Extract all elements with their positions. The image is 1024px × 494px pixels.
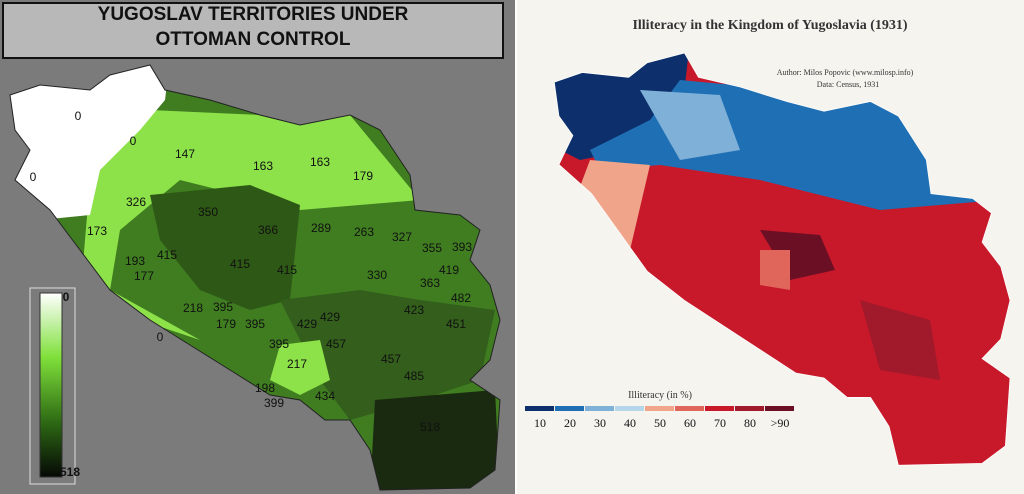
region-label: 485	[404, 369, 424, 383]
region-label: 289	[311, 221, 331, 235]
legend-swatch	[735, 406, 764, 411]
author: Author: Milos Popovic (www.milosp.info)	[777, 68, 914, 77]
region-label: 0	[157, 330, 164, 344]
region-label: 355	[422, 241, 442, 255]
region-label: 179	[216, 317, 236, 331]
region-label: 419	[439, 263, 459, 277]
legend-label: 60	[684, 416, 696, 430]
legend-swatch	[705, 406, 734, 411]
region-label: 434	[315, 389, 335, 403]
region-label: 179	[353, 169, 373, 183]
region-label: 147	[175, 147, 195, 161]
legend-label: 50	[654, 416, 666, 430]
region-label: 399	[264, 396, 284, 410]
left-title: OTTOMAN CONTROL	[156, 29, 351, 50]
region-label: 193	[125, 254, 145, 268]
region-label: 0	[75, 109, 82, 123]
legend-swatch	[615, 406, 644, 411]
legend-swatch	[525, 406, 554, 411]
region-label: 482	[451, 291, 471, 305]
legend-label: 80	[744, 416, 756, 430]
region-label: 415	[157, 248, 177, 262]
region-label: 429	[320, 310, 340, 324]
left-title-box	[2, 2, 504, 59]
legend-max: 518	[60, 465, 80, 479]
region-label: 217	[287, 357, 307, 371]
region-label: 218	[183, 301, 203, 315]
region-label: 263	[354, 225, 374, 239]
region-label: 423	[404, 303, 424, 317]
region-label: 395	[213, 300, 233, 314]
legend-swatch	[555, 406, 584, 411]
region-label: 363	[420, 276, 440, 290]
legend: 10 20 30 40 50 60 70 80 >90	[525, 406, 794, 430]
legend-title: Illiteracy (in %)	[628, 390, 692, 401]
legend-swatch	[675, 406, 704, 411]
region-label: 0	[30, 170, 37, 184]
region-label: 429	[297, 317, 317, 331]
legend-label: >90	[771, 416, 790, 430]
region-label: 415	[230, 257, 250, 271]
region-label: 395	[245, 317, 265, 331]
left-map	[10, 65, 500, 490]
region-label: 198	[255, 381, 275, 395]
region-label: 0	[130, 134, 137, 148]
region-label: 415	[277, 263, 297, 277]
region-label: 163	[310, 155, 330, 169]
map-labels: 0 0 0 147 163 163 179 326 350 173 366 289 263 327 355 3…	[30, 109, 473, 434]
legend-min: 0	[63, 290, 70, 304]
region-label: 327	[392, 230, 412, 244]
region-label: 395	[269, 337, 289, 351]
legend-label: 20	[564, 416, 576, 430]
region-label: 350	[198, 205, 218, 219]
legend-label: 10	[534, 416, 546, 430]
region-label: 457	[326, 337, 346, 351]
region-label: 518	[420, 420, 440, 434]
region-label: 457	[381, 352, 401, 366]
legend-label: 40	[624, 416, 636, 430]
legend-frame	[29, 287, 76, 485]
region-label: 330	[367, 268, 387, 282]
left-title: YUGOSLAV TERRITORIES UNDER	[98, 4, 409, 25]
region-label: 177	[134, 269, 154, 283]
region-label: 451	[446, 317, 466, 331]
legend-label: 30	[594, 416, 606, 430]
right-title: Illiteracy in the Kingdom of Yugoslavia …	[632, 18, 907, 33]
legend-swatch	[765, 406, 794, 411]
region-label: 393	[452, 240, 472, 254]
legend-label: 70	[714, 416, 726, 430]
region-label: 366	[258, 223, 278, 237]
region-label: 173	[87, 224, 107, 238]
legend-gradient	[39, 292, 63, 478]
region-label: 326	[126, 195, 146, 209]
source: Data: Census, 1931	[817, 80, 879, 89]
legend-swatch	[585, 406, 614, 411]
legend-swatch	[645, 406, 674, 411]
region-label: 163	[253, 159, 273, 173]
